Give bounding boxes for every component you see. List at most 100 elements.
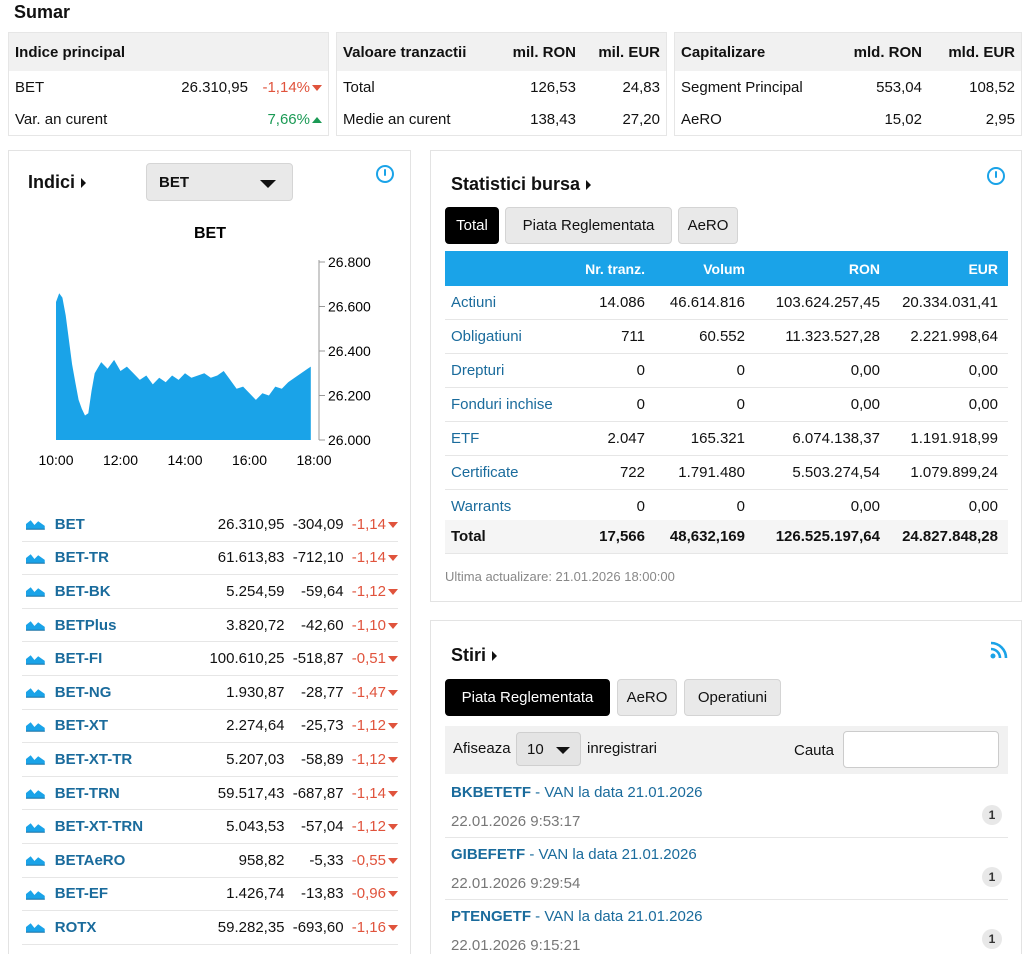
indices-panel (8, 150, 411, 954)
down-arrow-icon (387, 756, 398, 763)
tab-total[interactable]: Total (445, 207, 499, 244)
index-abs-change: -518,87 (292, 650, 344, 668)
index-abs-change: -57,04 (301, 818, 344, 836)
capitalization-box: Capitalizare mld. RON mld. EUR Segment P… (674, 32, 1022, 136)
index-value: 2.274,64 (226, 717, 285, 735)
area-chart-icon (26, 554, 45, 564)
main-index-row: BET 26.310,95 -1,14% (9, 71, 328, 103)
news-date: 22.01.2026 9:53:17 (451, 813, 581, 830)
tab-news-piata-reglementata[interactable]: Piata Reglementata (445, 679, 610, 716)
trade-value-col-eur: mil. EUR (598, 43, 660, 61)
search-input[interactable] (843, 731, 999, 768)
stats-row-link[interactable]: Warrants (451, 498, 512, 515)
news-link[interactable]: GIBEFETF - VAN la data 21.01.2026 (451, 846, 697, 863)
summary-title: Sumar (14, 2, 71, 22)
index-row[interactable]: BET-TR 61.613,83 -712,10 -1,14 (22, 542, 398, 576)
stats-row: ETF 2.047 165.321 6.074.138,37 1.191.918,99 (445, 422, 1008, 456)
index-row[interactable]: BET-TRN 59.517,43 -687,87 -1,14 (22, 777, 398, 811)
stats-row-link[interactable]: ETF (451, 430, 480, 447)
x-tick-label: 16:00 (232, 452, 267, 468)
index-row[interactable]: BET-XT 2.274,64 -25,73 -1,12 (22, 710, 398, 744)
capitalization-header: Capitalizare (681, 43, 766, 61)
index-name[interactable]: BET-BK (54, 582, 111, 600)
index-name[interactable]: BET-XT (54, 717, 109, 735)
index-name[interactable]: BETPlus (54, 616, 117, 634)
stats-row: Actiuni 14.086 46.614.816 103.624.257,45 20.… (445, 286, 1008, 320)
index-name[interactable]: BET-XT-TR (54, 750, 133, 768)
y-tick-label: 26.600 (328, 299, 371, 315)
index-value: 5.043,53 (226, 818, 285, 836)
page-size-select[interactable]: 10 (516, 732, 581, 766)
records-label: inregistrari (587, 740, 658, 757)
news-link[interactable]: PTENGETF - VAN la data 21.01.2026 (451, 908, 703, 925)
tab-news-aero[interactable]: AeRO (617, 679, 677, 716)
index-name[interactable]: BET-NG (54, 683, 112, 701)
y-tick-label: 26.400 (328, 343, 371, 359)
attachment-count-badge: 1 (982, 929, 1002, 949)
area-chart-icon (26, 890, 45, 900)
indices-title-link[interactable]: Indici (28, 172, 87, 193)
x-tick-label: 14:00 (167, 452, 202, 468)
index-name[interactable]: BET-TRN (54, 784, 120, 802)
index-name[interactable]: BET-TR (54, 549, 109, 567)
index-row[interactable]: BET 26.310,95 -304,09 -1,14 (22, 508, 398, 542)
caret-right-icon (586, 179, 592, 190)
capitalization-row: AeRO 15,02 2,95 (681, 110, 1015, 128)
index-abs-change: -42,60 (301, 616, 344, 634)
index-row[interactable]: BET-NG 1.930,87 -28,77 -1,47 (22, 676, 398, 710)
stats-row-link[interactable]: Fonduri inchise (451, 396, 553, 413)
stats-row-link[interactable]: Certificate (451, 464, 519, 481)
news-link[interactable]: BKBETETF - VAN la data 21.01.2026 (451, 784, 703, 801)
index-name[interactable]: ROTX (54, 918, 97, 936)
index-name[interactable]: BET-EF (54, 885, 109, 903)
stats-row: Drepturi 0 0 0,00 0,00 (445, 354, 1008, 388)
chevron-down-icon (556, 747, 570, 754)
area-chart-icon (26, 923, 45, 934)
index-pct-change: -0,51 (351, 650, 386, 668)
main-index-box: Indice principal BET 26.310,95 -1,14% Va… (8, 32, 329, 136)
area-chart-icon (26, 856, 45, 866)
index-row[interactable]: BET-BK 5.254,59 -59,64 -1,12 (22, 575, 398, 609)
tab-aero[interactable]: AeRO (678, 207, 738, 244)
stats-row-link[interactable]: Obligatiuni (451, 328, 522, 345)
info-icon[interactable] (376, 165, 394, 183)
info-icon[interactable] (987, 167, 1005, 185)
stats-row-link[interactable]: Actiuni (451, 294, 497, 311)
chart-title: BET (194, 225, 226, 242)
area-chart-icon (26, 654, 45, 665)
down-arrow-icon (387, 622, 398, 629)
index-row[interactable]: BETAeRO 958,82 -5,33 -0,55 (22, 844, 398, 878)
index-name[interactable]: BET (54, 515, 85, 533)
news-date: 22.01.2026 9:29:54 (451, 875, 581, 892)
index-row[interactable]: BET-EF 1.426,74 -13,83 -0,96 (22, 878, 398, 912)
index-row[interactable]: BETPlus 3.820,72 -42,60 -1,10 (22, 609, 398, 643)
x-tick-label: 12:00 (103, 452, 138, 468)
year-var-change: 7,66% (267, 110, 310, 128)
rss-icon[interactable] (990, 641, 1008, 659)
stats-row-link[interactable]: Drepturi (451, 362, 505, 379)
news-item: BKBETETF - VAN la data 21.01.2026 22.01.2… (445, 776, 1008, 838)
chevron-down-icon (260, 180, 276, 188)
index-value: 1.426,74 (226, 885, 285, 903)
trade-value-header: Valoare tranzactii (343, 43, 467, 61)
index-row[interactable]: BET-XT-TRN 5.043,53 -57,04 -1,12 (22, 810, 398, 844)
index-abs-change: -28,77 (301, 683, 344, 701)
col-nr-tranz: Nr. tranz. (585, 260, 645, 277)
col-ron: RON (848, 260, 880, 277)
index-row[interactable]: BET-FI 100.610,25 -518,87 -0,51 (22, 642, 398, 676)
last-update: Ultima actualizare: 21.01.2026 18:00:00 (445, 569, 675, 584)
index-name[interactable]: BET-XT-TRN (54, 818, 144, 836)
area-chart-icon (26, 755, 45, 766)
stats-title-link[interactable]: Statistici bursa (451, 174, 592, 195)
stats-row: Fonduri inchise 0 0 0,00 0,00 (445, 388, 1008, 422)
index-name[interactable]: BETAeRO (54, 851, 126, 869)
index-row[interactable]: BET-XT-TR 5.207,03 -58,89 -1,12 (22, 743, 398, 777)
tab-piata-reglementata[interactable]: Piata Reglementata (505, 207, 672, 244)
index-name[interactable]: BET-FI (54, 650, 103, 668)
index-abs-change: -687,87 (292, 784, 344, 802)
index-select[interactable]: BET (146, 163, 293, 201)
tab-news-operatiuni[interactable]: Operatiuni (684, 679, 781, 716)
index-row[interactable]: ROTX 59.282,35 -693,60 -1,16 (22, 911, 398, 945)
news-title-link[interactable]: Stiri (451, 645, 498, 666)
trade-value-row: Medie an curent 138,43 27,20 (343, 110, 660, 128)
